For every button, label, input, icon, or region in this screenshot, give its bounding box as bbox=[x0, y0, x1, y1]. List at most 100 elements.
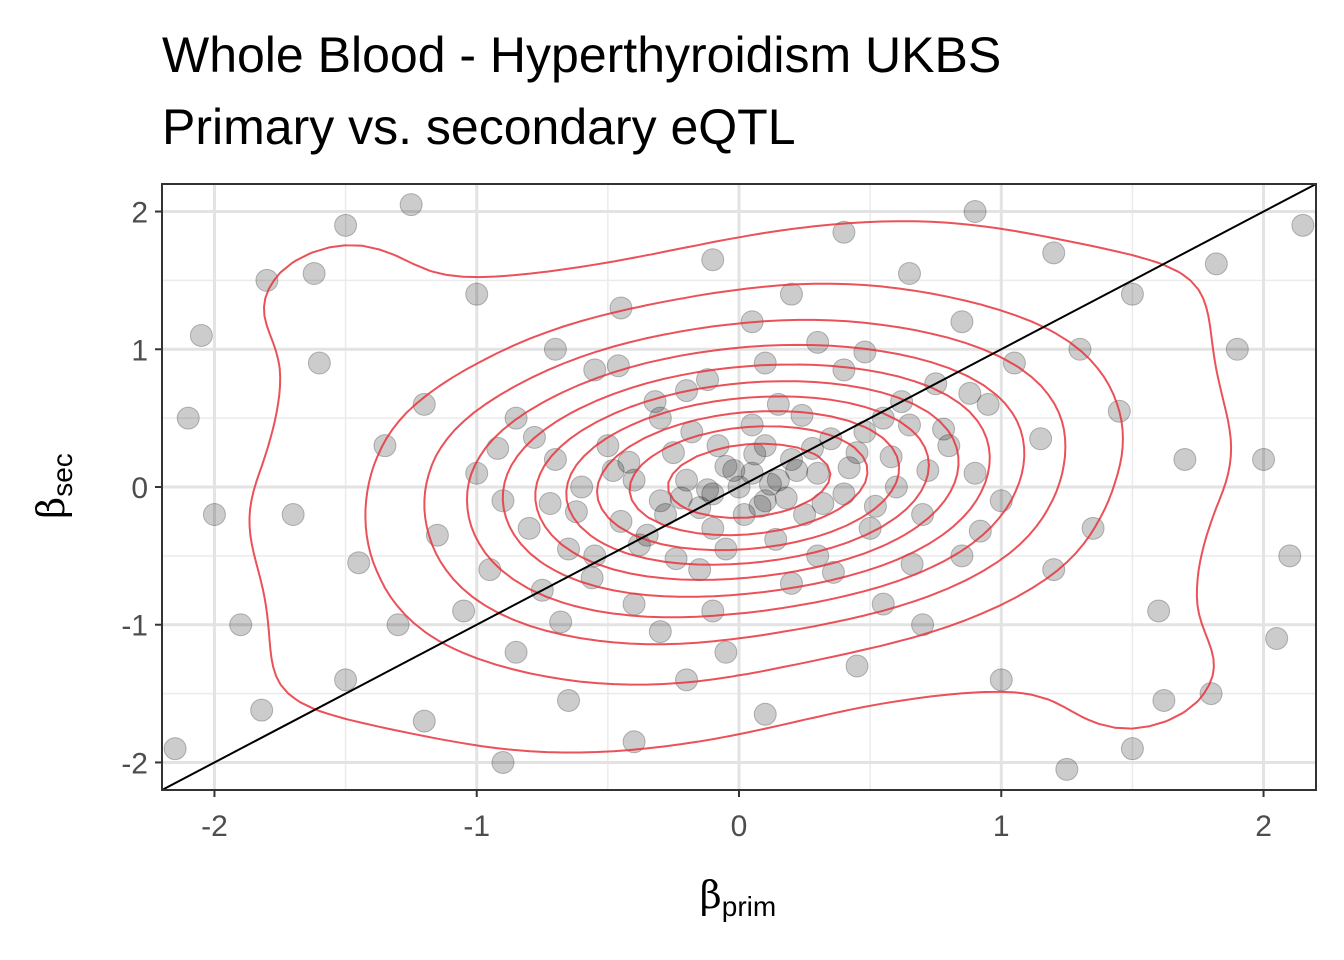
scatter-point bbox=[425, 523, 449, 547]
x-tick-label: 2 bbox=[1255, 810, 1272, 843]
scatter-point bbox=[570, 475, 594, 499]
scatter-point bbox=[753, 489, 777, 513]
scatter-point bbox=[583, 358, 607, 382]
scatter-point bbox=[897, 262, 921, 286]
scatter-point bbox=[452, 599, 476, 623]
scatter-point bbox=[486, 436, 510, 460]
y-tick-label: 0 bbox=[131, 472, 148, 505]
scatter-point bbox=[701, 516, 725, 540]
scatter-point bbox=[622, 592, 646, 616]
scatter-point bbox=[1252, 447, 1276, 471]
scatter-point bbox=[774, 486, 798, 510]
scatter-point bbox=[202, 503, 226, 527]
scatter-point bbox=[743, 442, 767, 466]
scatter-point bbox=[837, 456, 861, 480]
scatter-point bbox=[963, 461, 987, 485]
scatter-point bbox=[790, 403, 814, 427]
density-contour-line bbox=[248, 220, 1233, 754]
scatter-point bbox=[1225, 337, 1249, 361]
y-axis-subscript: sec bbox=[47, 453, 78, 497]
scatter-point bbox=[779, 282, 803, 306]
scatter-point bbox=[189, 324, 213, 347]
scatter-point bbox=[696, 478, 720, 502]
scatter-point bbox=[229, 613, 253, 637]
scatter-point bbox=[976, 392, 1000, 416]
density-contours bbox=[248, 220, 1233, 754]
scatter-point bbox=[932, 417, 956, 441]
scatter-point bbox=[675, 668, 699, 692]
scatter-point bbox=[911, 503, 935, 527]
y-axis: -2 -1 0 1 2 bbox=[121, 197, 162, 780]
scatter-point bbox=[1147, 599, 1171, 623]
plot-panel bbox=[161, 183, 1317, 791]
scatter-point bbox=[701, 599, 725, 623]
scatter-point bbox=[806, 461, 830, 485]
scatter-point bbox=[1055, 757, 1079, 781]
scatter-point bbox=[543, 447, 567, 471]
scatter-point bbox=[714, 640, 738, 664]
scatter-point bbox=[1265, 627, 1289, 650]
scatter-point bbox=[766, 392, 790, 416]
scatter-point bbox=[491, 750, 515, 774]
scatter-point bbox=[1120, 737, 1144, 761]
scatter-point bbox=[648, 620, 672, 644]
scatter-point bbox=[302, 262, 326, 286]
scatter-point bbox=[722, 458, 746, 482]
scatter-point bbox=[664, 547, 688, 571]
density-contour-line bbox=[466, 343, 1026, 619]
scatter-point bbox=[307, 351, 331, 375]
scatter-point bbox=[1042, 241, 1066, 265]
scatter-point bbox=[758, 472, 782, 496]
scatter-point bbox=[675, 468, 699, 492]
scatter-point bbox=[250, 698, 274, 722]
scatter-point bbox=[669, 486, 693, 510]
scatter-point bbox=[785, 458, 809, 482]
density-contour-line bbox=[667, 442, 832, 519]
scatter-point bbox=[622, 730, 646, 754]
scatter-point bbox=[622, 468, 646, 492]
scatter-point bbox=[1204, 252, 1228, 276]
scatter-point bbox=[1029, 427, 1053, 451]
chart-title: Whole Blood - Hyperthyroidism UKBS bbox=[162, 27, 1001, 83]
scatter-point bbox=[163, 737, 187, 761]
scatter-point bbox=[412, 709, 436, 733]
scatter-point bbox=[968, 519, 992, 543]
scatter-point bbox=[1173, 447, 1197, 471]
scatter-point bbox=[989, 489, 1013, 513]
scatter-point bbox=[399, 193, 423, 217]
x-axis-title: βprim bbox=[700, 873, 776, 922]
scatter-point bbox=[853, 340, 877, 364]
x-tick-label: 0 bbox=[731, 810, 748, 843]
scatter-point bbox=[648, 489, 672, 513]
scatter-point bbox=[766, 468, 790, 492]
scatter-point bbox=[412, 392, 436, 416]
scatter-point bbox=[832, 482, 856, 506]
scatter-point bbox=[845, 654, 869, 678]
data-layer bbox=[162, 184, 1316, 790]
scatter-point bbox=[1278, 544, 1302, 568]
scatter-point bbox=[806, 544, 830, 568]
scatter-point bbox=[950, 310, 974, 334]
scatter-point bbox=[753, 434, 777, 458]
scatter-point bbox=[753, 351, 777, 375]
y-axis-symbol: β bbox=[29, 497, 73, 519]
density-contour-line bbox=[565, 395, 930, 566]
scatter-point bbox=[334, 213, 358, 237]
scatter-point bbox=[732, 503, 756, 527]
x-tick-label: 1 bbox=[993, 810, 1010, 843]
scatter-point bbox=[832, 358, 856, 382]
identity-reference-line bbox=[162, 184, 1316, 790]
scatter-point bbox=[753, 702, 777, 726]
scatter-point bbox=[176, 406, 200, 430]
scatter-point bbox=[963, 200, 987, 224]
scatter-point bbox=[897, 413, 921, 437]
density-contour-line bbox=[534, 380, 960, 581]
scatter-point bbox=[543, 337, 567, 361]
scatter-point bbox=[504, 640, 528, 664]
scatter-point bbox=[517, 516, 541, 540]
scatter-point bbox=[549, 610, 573, 634]
scatter-point bbox=[386, 613, 410, 637]
scatter-point bbox=[714, 454, 738, 478]
chart-subtitle: Primary vs. secondary eQTL bbox=[162, 99, 796, 155]
